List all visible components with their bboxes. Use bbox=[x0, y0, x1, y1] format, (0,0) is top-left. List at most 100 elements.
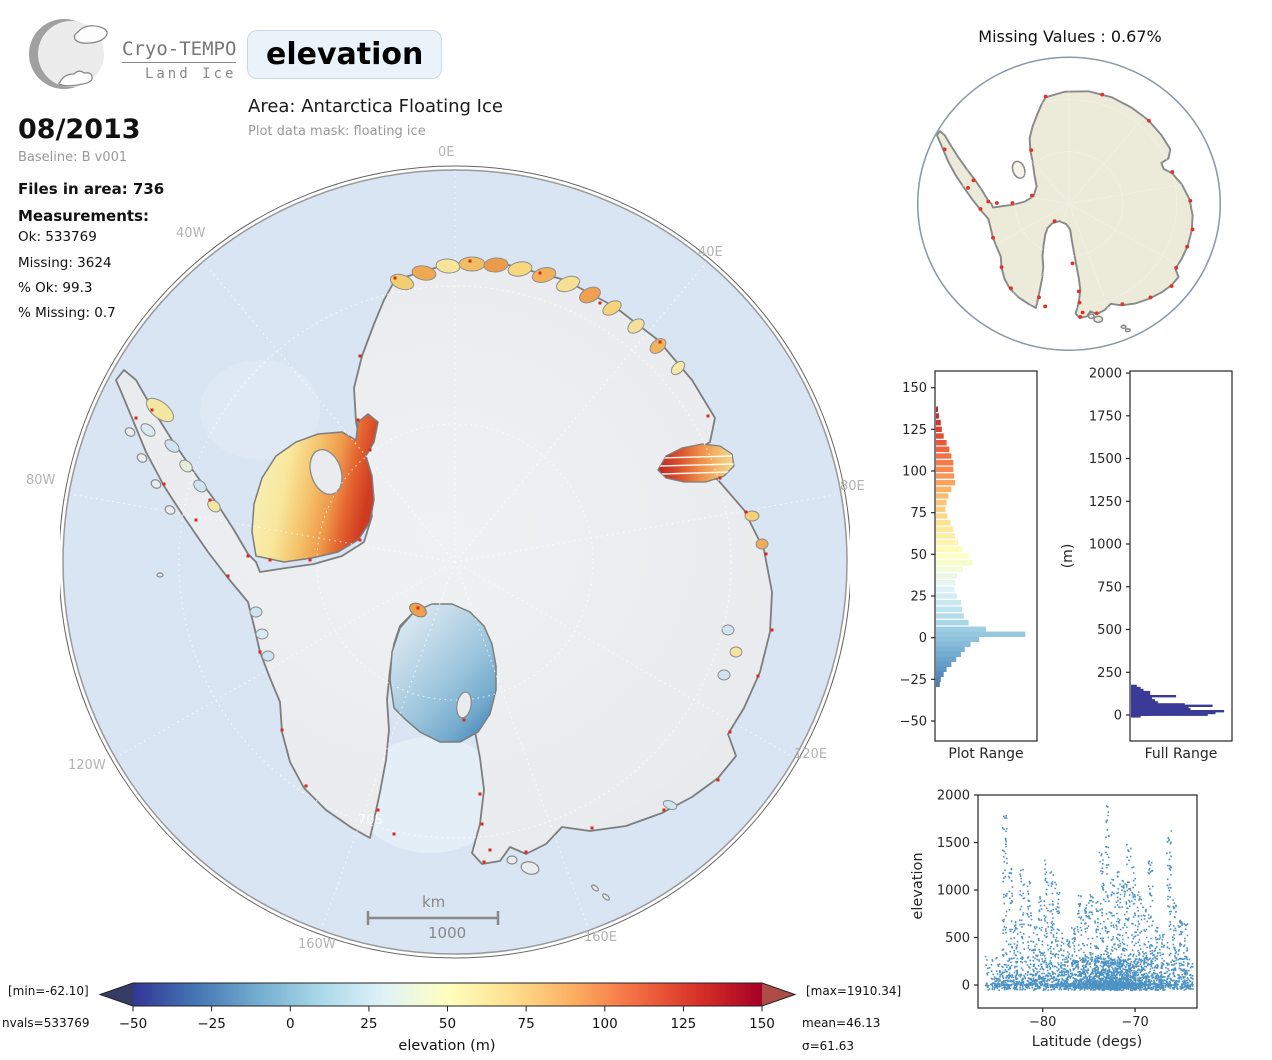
svg-text:100: 100 bbox=[592, 1016, 618, 1032]
missing-values-map bbox=[915, 52, 1223, 354]
svg-text:75: 75 bbox=[910, 506, 927, 521]
svg-text:−50: −50 bbox=[119, 1016, 148, 1032]
graticule-label-40w: 40W bbox=[176, 226, 206, 241]
svg-text:150: 150 bbox=[902, 381, 927, 396]
svg-text:−25: −25 bbox=[900, 673, 927, 688]
svg-text:−25: −25 bbox=[197, 1016, 226, 1032]
logo-title: Cryo-TEMPO bbox=[122, 38, 237, 63]
graticule-label-0e: 0E bbox=[438, 145, 455, 160]
islands bbox=[124, 427, 610, 901]
main-map-svg: km 1000 bbox=[60, 165, 850, 959]
graticule-label-120e: 120E bbox=[794, 747, 828, 762]
cryo-tempo-logo: Cryo-TEMPO Land Ice bbox=[18, 10, 248, 98]
graticule-label-70s: 70S bbox=[358, 813, 383, 828]
svg-text:25: 25 bbox=[360, 1016, 377, 1032]
berkner-island bbox=[309, 448, 343, 496]
full-range-title: Full Range bbox=[1145, 746, 1218, 762]
side-charts-svg: −50 −25 0 25 50 75 100 125 150 Plot Range 0 250 500 7… bbox=[900, 367, 1233, 1050]
ronne-ice-shelf bbox=[251, 413, 379, 563]
amery-stripes bbox=[659, 455, 734, 475]
graticule-label-120w: 120W bbox=[68, 758, 106, 773]
main-antarctica-map: km 1000 0E 40W 40E 80W 80E 120W 120E 160W 160E 70S bbox=[26, 145, 865, 959]
svg-text:500: 500 bbox=[1097, 623, 1122, 638]
svg-text:0: 0 bbox=[962, 979, 970, 994]
ross-island bbox=[456, 691, 472, 719]
scatter-xlabel: Latitude (degs) bbox=[1032, 1034, 1143, 1050]
mini-antarctica-landmass bbox=[935, 90, 1194, 319]
area-label: Area: Antarctica Floating Ice bbox=[248, 96, 503, 117]
baseline-label: Baseline: B v001 bbox=[18, 150, 128, 165]
graticule-label-160w: 160W bbox=[298, 937, 336, 952]
graticule-lines bbox=[68, 170, 842, 931]
svg-text:75: 75 bbox=[518, 1016, 535, 1032]
colorbar-nvals-label: nvals=533769 bbox=[2, 1016, 90, 1030]
scale-bar-unit: km bbox=[422, 893, 445, 911]
mini-missing-dots bbox=[942, 92, 1195, 319]
svg-text:−70: −70 bbox=[1121, 1015, 1148, 1030]
plot-range-histogram: −50 −25 0 25 50 75 100 125 150 Plot Range bbox=[900, 370, 1038, 762]
date-label: 08/2013 bbox=[18, 114, 141, 145]
weddell-sea-water bbox=[200, 360, 320, 460]
svg-text:1000: 1000 bbox=[1089, 538, 1122, 553]
measurements-label: Measurements: bbox=[18, 207, 149, 225]
colorbar-sigma-label: σ=61.63 bbox=[802, 1039, 855, 1053]
full-range-histogram: 0 250 500 750 1000 1250 1500 1750 2000 Full Range… bbox=[1060, 367, 1233, 762]
logo-globe-icon bbox=[29, 19, 108, 89]
stat-missing: Missing: 3624 bbox=[18, 255, 112, 271]
scale-bar bbox=[366, 911, 500, 925]
coastal-ice-fringes bbox=[140, 256, 769, 810]
scatter-points bbox=[984, 805, 1194, 992]
colorbar-over-arrow bbox=[762, 983, 795, 1006]
svg-text:1000: 1000 bbox=[937, 884, 970, 899]
missing-values-title: Missing Values : 0.67% bbox=[978, 27, 1162, 46]
svg-text:250: 250 bbox=[1097, 666, 1122, 681]
svg-text:0: 0 bbox=[919, 631, 927, 646]
colorbar-max-label: [max=1910.34] bbox=[806, 984, 902, 998]
side-charts: −50 −25 0 25 50 75 100 125 150 Plot Range 0 250 500 7… bbox=[900, 360, 1272, 1060]
scale-bar-distance: 1000 bbox=[428, 924, 466, 942]
svg-text:1500: 1500 bbox=[1089, 452, 1122, 467]
map-frame bbox=[60, 165, 850, 959]
graticule-label-80w: 80W bbox=[26, 473, 56, 488]
colorbar-mean-label: mean=46.13 bbox=[802, 1016, 881, 1030]
logo-subtitle: Land Ice bbox=[144, 66, 237, 82]
map-edge bbox=[62, 169, 848, 955]
mini-map-frame bbox=[916, 56, 1222, 351]
svg-text:−80: −80 bbox=[1029, 1015, 1056, 1030]
latitude-scatter: 0 500 1000 1500 2000 −80 −70 Latitude (degs) ele… bbox=[910, 789, 1198, 1050]
logo-text: Cryo-TEMPO Land Ice bbox=[122, 38, 237, 82]
svg-text:1750: 1750 bbox=[1089, 409, 1122, 424]
elevation-colorbar: −50 −25 0 25 50 75 100 125 150 elevation (m) bbox=[95, 975, 805, 1060]
svg-text:−50: −50 bbox=[900, 715, 927, 730]
ross-orange-tongue bbox=[409, 602, 427, 618]
mini-map-svg bbox=[916, 55, 1222, 351]
svg-text:150: 150 bbox=[749, 1016, 775, 1032]
svg-text:0: 0 bbox=[286, 1016, 295, 1032]
svg-text:50: 50 bbox=[439, 1016, 456, 1032]
ross-sea-water bbox=[355, 737, 505, 853]
svg-text:500: 500 bbox=[945, 931, 970, 946]
svg-text:25: 25 bbox=[910, 590, 927, 605]
svg-text:100: 100 bbox=[902, 465, 927, 480]
missing-data-dots bbox=[134, 259, 774, 864]
svg-text:1500: 1500 bbox=[937, 836, 970, 851]
svg-text:0: 0 bbox=[1114, 709, 1122, 724]
stat-pct-missing: % Missing: 0.7 bbox=[18, 305, 116, 321]
svg-text:750: 750 bbox=[1097, 580, 1122, 595]
svg-text:50: 50 bbox=[910, 548, 927, 563]
colorbar-axis-label: elevation (m) bbox=[398, 1038, 495, 1054]
stat-ok: Ok: 533769 bbox=[18, 229, 97, 245]
svg-text:1250: 1250 bbox=[1089, 495, 1122, 510]
files-in-area-label: Files in area: 736 bbox=[18, 180, 165, 198]
graticule-label-80e: 80E bbox=[840, 479, 865, 494]
antarctica-landmass bbox=[115, 263, 773, 865]
stat-pct-ok: % Ok: 99.3 bbox=[18, 280, 93, 296]
svg-text:2000: 2000 bbox=[1089, 367, 1122, 382]
full-range-ylabel: (m) bbox=[1060, 544, 1076, 569]
variable-title-box: elevation bbox=[247, 30, 443, 79]
plot-range-title: Plot Range bbox=[948, 746, 1023, 762]
mask-label: Plot data mask: floating ice bbox=[248, 124, 426, 139]
svg-text:2000: 2000 bbox=[937, 789, 970, 804]
graticule-label-40e: 40E bbox=[698, 245, 723, 260]
colorbar-svg: −50 −25 0 25 50 75 100 125 150 elevation (m) bbox=[98, 982, 797, 1054]
